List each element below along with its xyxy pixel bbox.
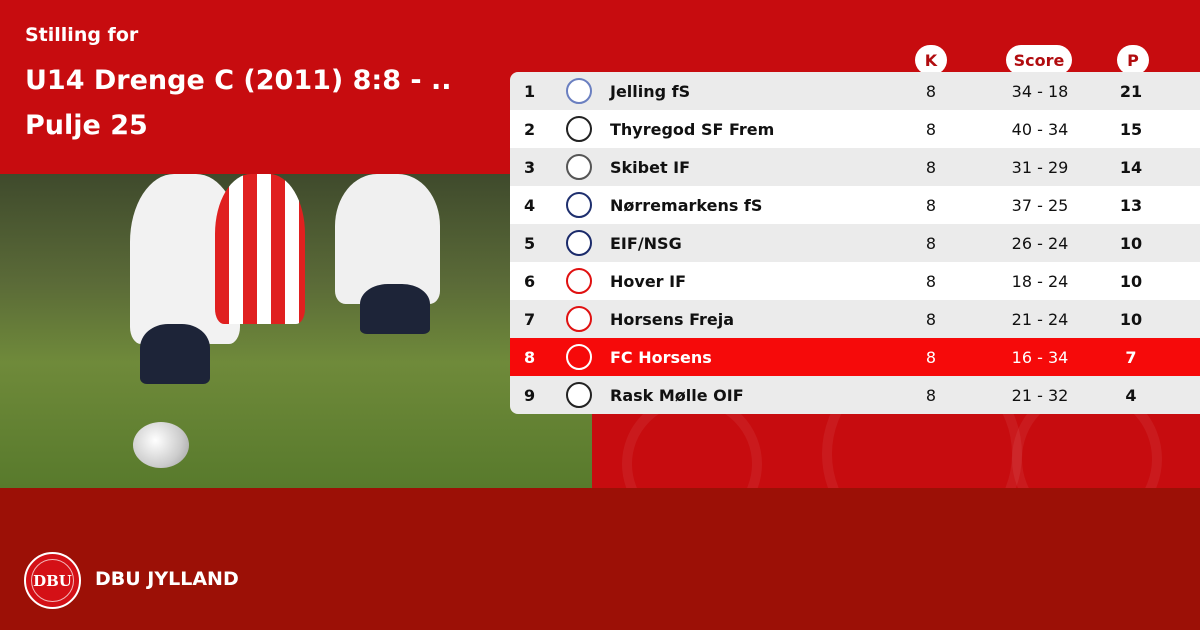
team-crest-icon (566, 78, 592, 104)
points: 21 (1119, 81, 1143, 101)
goal-score: 16 - 34 (1011, 347, 1069, 367)
position: 1 (524, 81, 536, 101)
table-row[interactable]: 9 Rask Mølle OIF 8 21 - 32 4 (510, 376, 1200, 414)
brand-name: DBU JYLLAND (95, 568, 239, 590)
team-name: Horsens Freja (610, 309, 735, 329)
matches-played: 8 (925, 347, 937, 367)
points: 10 (1119, 271, 1143, 291)
goal-score: 34 - 18 (1011, 81, 1069, 101)
position: 2 (524, 119, 536, 139)
points: 10 (1119, 233, 1143, 253)
team-name: Hover IF (610, 271, 687, 291)
column-header-score: Score (1006, 45, 1072, 75)
team-name: Jelling fS (610, 81, 691, 101)
points: 14 (1119, 157, 1143, 177)
goal-score: 31 - 29 (1011, 157, 1069, 177)
table-row[interactable]: 8 FC Horsens 8 16 - 34 7 (510, 338, 1200, 376)
team-name: Thyregod SF Frem (610, 119, 775, 139)
team-crest-icon (566, 344, 592, 370)
points: 10 (1119, 309, 1143, 329)
position: 8 (524, 347, 536, 367)
position: 9 (524, 385, 536, 405)
team-name: Skibet IF (610, 157, 691, 177)
points: 7 (1125, 347, 1137, 367)
footer-band (0, 488, 1200, 630)
table-row[interactable]: 5 EIF/NSG 8 26 - 24 10 (510, 224, 1200, 262)
position: 7 (524, 309, 536, 329)
page-title: U14 Drenge C (2011) 8:8 - .. Pulje 25 (25, 65, 452, 141)
matches-played: 8 (925, 81, 937, 101)
team-crest-icon (566, 268, 592, 294)
team-crest-icon (566, 382, 592, 408)
standings-table: 1 Jelling fS 8 34 - 18 21 2 Thyregod SF F… (510, 72, 1200, 414)
position: 5 (524, 233, 536, 253)
position: 3 (524, 157, 536, 177)
table-row[interactable]: 7 Horsens Freja 8 21 - 24 10 (510, 300, 1200, 338)
goal-score: 18 - 24 (1011, 271, 1069, 291)
team-crest-icon (566, 306, 592, 332)
team-name: EIF/NSG (610, 233, 682, 253)
goal-score: 26 - 24 (1011, 233, 1069, 253)
table-row[interactable]: 1 Jelling fS 8 34 - 18 21 (510, 72, 1200, 110)
matches-played: 8 (925, 233, 937, 253)
goal-score: 40 - 34 (1011, 119, 1069, 139)
matches-played: 8 (925, 271, 937, 291)
team-crest-icon (566, 192, 592, 218)
team-crest-icon (566, 116, 592, 142)
column-header-p: P (1117, 45, 1149, 75)
table-row[interactable]: 2 Thyregod SF Frem 8 40 - 34 15 (510, 110, 1200, 148)
page-subtitle: Stilling for (25, 24, 139, 46)
goal-score: 21 - 24 (1011, 309, 1069, 329)
column-header-k: K (915, 45, 947, 75)
position: 6 (524, 271, 536, 291)
position: 4 (524, 195, 536, 215)
football-photo (0, 174, 592, 488)
team-name: FC Horsens (610, 347, 712, 367)
matches-played: 8 (925, 195, 937, 215)
matches-played: 8 (925, 309, 937, 329)
table-row[interactable]: 3 Skibet IF 8 31 - 29 14 (510, 148, 1200, 186)
team-name: Rask Mølle OIF (610, 385, 744, 405)
dbu-logo: DBU (24, 552, 81, 609)
ball (133, 422, 189, 468)
watermark (592, 414, 1200, 488)
matches-played: 8 (925, 385, 937, 405)
points: 15 (1119, 119, 1143, 139)
points: 4 (1125, 385, 1137, 405)
team-crest-icon (566, 154, 592, 180)
goal-score: 21 - 32 (1011, 385, 1069, 405)
matches-played: 8 (925, 119, 937, 139)
team-name: Nørremarkens fS (610, 195, 763, 215)
matches-played: 8 (925, 157, 937, 177)
goal-score: 37 - 25 (1011, 195, 1069, 215)
points: 13 (1119, 195, 1143, 215)
table-row[interactable]: 6 Hover IF 8 18 - 24 10 (510, 262, 1200, 300)
table-row[interactable]: 4 Nørremarkens fS 8 37 - 25 13 (510, 186, 1200, 224)
team-crest-icon (566, 230, 592, 256)
